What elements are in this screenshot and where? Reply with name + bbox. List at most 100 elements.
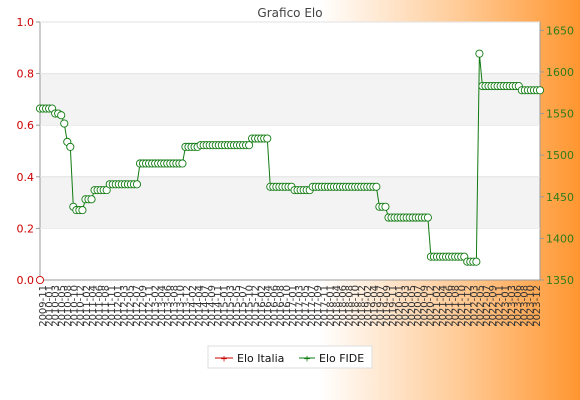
x-tick-label: 2021-02 <box>432 285 443 327</box>
x-tick-label: 2019-02 <box>363 285 374 327</box>
x-tick-label: 2014-04 <box>194 285 205 327</box>
x-tick-label: 2012-01 <box>113 285 124 327</box>
right-tick-label: 1550 <box>546 108 574 121</box>
x-tick-label: 2012-11 <box>144 285 155 327</box>
left-tick-label: 0.6 <box>17 119 35 132</box>
legend: + Elo Italia + Elo FIDE <box>207 345 373 369</box>
x-tick-label: 2022-09 <box>488 285 499 327</box>
left-tick-label: 0.2 <box>17 222 35 235</box>
x-tick-label: 2019-04 <box>369 285 380 327</box>
data-point-1 <box>60 119 69 128</box>
x-tick-label: 2021-12 <box>463 285 474 327</box>
right-tick-label: 1650 <box>546 24 574 37</box>
x-tick-label: 2023-01 <box>501 285 512 327</box>
chart-title: Grafico Elo <box>257 6 322 20</box>
x-tick-label: 2018-04 <box>332 285 343 327</box>
x-tick-label: 2016-08 <box>276 285 287 327</box>
legend-elo-fide-label[interactable]: Elo FIDE <box>319 352 364 365</box>
x-tick-label: 2014-02 <box>188 285 199 327</box>
x-tick-label: 2020-03 <box>401 285 412 327</box>
x-tick-label: 2023-06 <box>513 285 524 327</box>
x-tick-label: 2013-04 <box>157 285 168 327</box>
grid-band <box>40 73 540 126</box>
x-tick-label: 2012-05 <box>126 285 137 327</box>
x-tick-label: 2020-12 <box>426 285 437 327</box>
x-axis-labels: 2009-112010-012010-032010-052010-082010-… <box>38 285 543 327</box>
legend-elo-italia-marker: + <box>220 355 228 365</box>
x-tick-label: 2013-08 <box>169 285 180 327</box>
x-tick-label: 2021-08 <box>451 285 462 327</box>
x-tick-label: 2018-08 <box>344 285 355 327</box>
right-tick-label: 1500 <box>546 149 574 162</box>
x-tick-label: 2019-11 <box>388 285 399 327</box>
x-tick-label: 2012-03 <box>119 285 130 327</box>
left-tick-label: 0.8 <box>17 68 35 81</box>
x-tick-label: 2023-12 <box>532 285 543 327</box>
x-tick-label: 2020-05 <box>407 285 418 327</box>
right-tick-label: 1450 <box>546 191 574 204</box>
x-tick-label: 2012-09 <box>138 285 149 327</box>
legend-box <box>207 345 373 369</box>
data-point-1 <box>372 182 381 191</box>
x-tick-label: 2013-06 <box>163 285 174 327</box>
x-tick-label: 2010-01 <box>44 285 55 327</box>
x-tick-label: 2023-03 <box>507 285 518 327</box>
x-tick-label: 2019-07 <box>376 285 387 327</box>
x-tick-label: 2021-10 <box>457 285 468 327</box>
x-tick-label: 2022-03 <box>469 285 480 327</box>
x-tick-label: 2015-12 <box>251 285 262 327</box>
x-tick-label: 2010-08 <box>63 285 74 327</box>
x-tick-label: 2014-11 <box>213 285 224 327</box>
x-tick-label: 2016-02 <box>257 285 268 327</box>
x-tick-label: 2015-07 <box>238 285 249 327</box>
x-tick-label: 2011-02 <box>82 285 93 327</box>
right-tick-label: 1400 <box>546 232 574 245</box>
x-tick-label: 2022-05 <box>476 285 487 327</box>
data-point-1 <box>57 111 66 120</box>
x-tick-label: 2017-09 <box>313 285 324 327</box>
x-tick-label: 2011-04 <box>88 285 99 327</box>
data-point-1 <box>535 86 545 95</box>
data-point-1 <box>472 257 481 266</box>
x-tick-label: 2018-10 <box>351 285 362 327</box>
data-point-1 <box>475 49 484 58</box>
x-tick-label: 2010-03 <box>51 285 62 327</box>
data-point-1 <box>87 195 96 204</box>
x-tick-label: 2010-10 <box>69 285 80 327</box>
x-tick-label: 2015-01 <box>219 285 230 327</box>
x-tick-label: 2022-07 <box>482 285 493 327</box>
x-tick-label: 2023-08 <box>519 285 530 327</box>
data-point-1 <box>66 142 75 151</box>
right-tick-label: 1350 <box>546 274 574 287</box>
x-tick-label: 2009-11 <box>38 285 49 327</box>
x-tick-label: 2018-01 <box>326 285 337 327</box>
data-point-1 <box>78 206 87 215</box>
x-tick-label: 2017-03 <box>294 285 305 327</box>
x-tick-label: 2013-02 <box>151 285 162 327</box>
right-tick-label: 1600 <box>546 66 574 79</box>
legend-elo-italia-label[interactable]: Elo Italia <box>237 352 284 365</box>
data-point-1 <box>245 141 254 150</box>
data-point-0 <box>35 275 45 285</box>
x-tick-label: 2011-06 <box>94 285 105 327</box>
x-tick-label: 2020-07 <box>413 285 424 327</box>
x-tick-label: 2017-05 <box>301 285 312 327</box>
data-point-1 <box>263 134 272 143</box>
x-tick-label: 2014-07 <box>201 285 212 327</box>
data-point-1 <box>423 213 432 222</box>
x-tick-label: 2020-09 <box>419 285 430 327</box>
x-tick-label: 2010-05 <box>57 285 68 327</box>
x-tick-label: 2018-12 <box>357 285 368 327</box>
x-tick-label: 2019-09 <box>382 285 393 327</box>
left-tick-label: 0.0 <box>17 274 35 287</box>
x-tick-label: 2017-07 <box>307 285 318 327</box>
x-tick-label: 2018-06 <box>338 285 349 327</box>
left-tick-label: 0.4 <box>17 171 35 184</box>
x-tick-label: 2013-10 <box>176 285 187 327</box>
x-tick-label: 2022-11 <box>494 285 505 327</box>
x-tick-label: 2020-01 <box>394 285 405 327</box>
x-tick-label: 2016-06 <box>269 285 280 327</box>
x-tick-label: 2015-10 <box>244 285 255 327</box>
x-tick-label: 2021-04 <box>438 285 449 327</box>
